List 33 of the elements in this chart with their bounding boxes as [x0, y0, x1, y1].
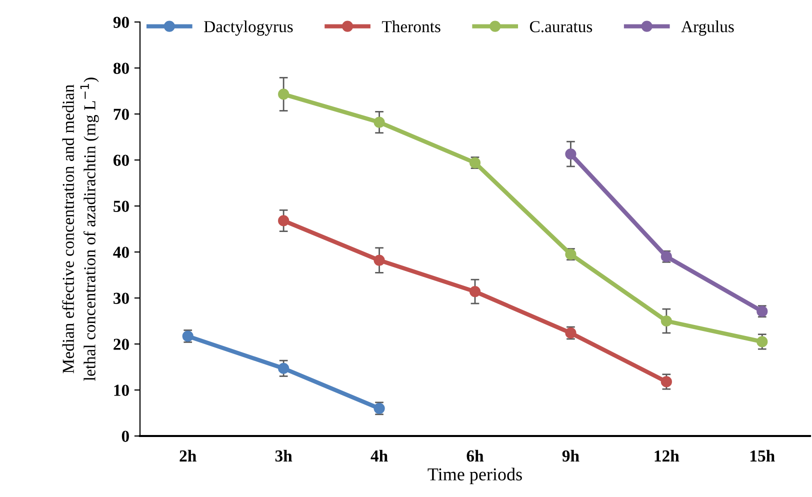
- x-tick-label: 2h: [180, 450, 196, 462]
- y-tick-label: 0: [122, 430, 129, 442]
- y-axis-title: Median effective concentration and median lethal concentration of azadirachtin (mg L$^{−1}$): [62, 78, 99, 381]
- x-tick-label: 6h: [466, 450, 484, 462]
- y-tick-label: 50: [114, 200, 129, 212]
- y-tick-label: 40: [113, 246, 129, 258]
- x-tick-label: 4h: [370, 450, 388, 462]
- point: [756, 336, 768, 348]
- x-tick-label: 15h: [750, 450, 775, 462]
- y-tick-label: 80: [113, 62, 129, 74]
- y-tick-label: 70: [114, 108, 129, 120]
- x-tick-label: 9h: [562, 450, 580, 462]
- x-tick-label: 12h: [654, 450, 680, 462]
- x-tick-label: 3h: [275, 450, 292, 462]
- legend-label: Theronts: [382, 20, 440, 32]
- legend-label: Dactylogyrus: [204, 20, 293, 36]
- point: [374, 116, 385, 128]
- legend-label: Argulus: [681, 20, 734, 36]
- point: [660, 376, 672, 388]
- point: [469, 286, 481, 298]
- point: [660, 315, 672, 327]
- point: [278, 88, 290, 100]
- point: [374, 254, 385, 266]
- x-axis-title: Time periods: [428, 468, 522, 484]
- y-tick-label: 60: [113, 154, 129, 166]
- legend-label: C.auratus: [530, 21, 592, 32]
- y-tick-label: 90: [113, 16, 129, 28]
- point: [278, 215, 290, 226]
- point: [278, 362, 290, 374]
- y-tick-label: 10: [114, 384, 129, 396]
- point: [565, 148, 576, 160]
- y-tick-label: 30: [114, 292, 129, 304]
- y-tick-label: 20: [114, 338, 129, 350]
